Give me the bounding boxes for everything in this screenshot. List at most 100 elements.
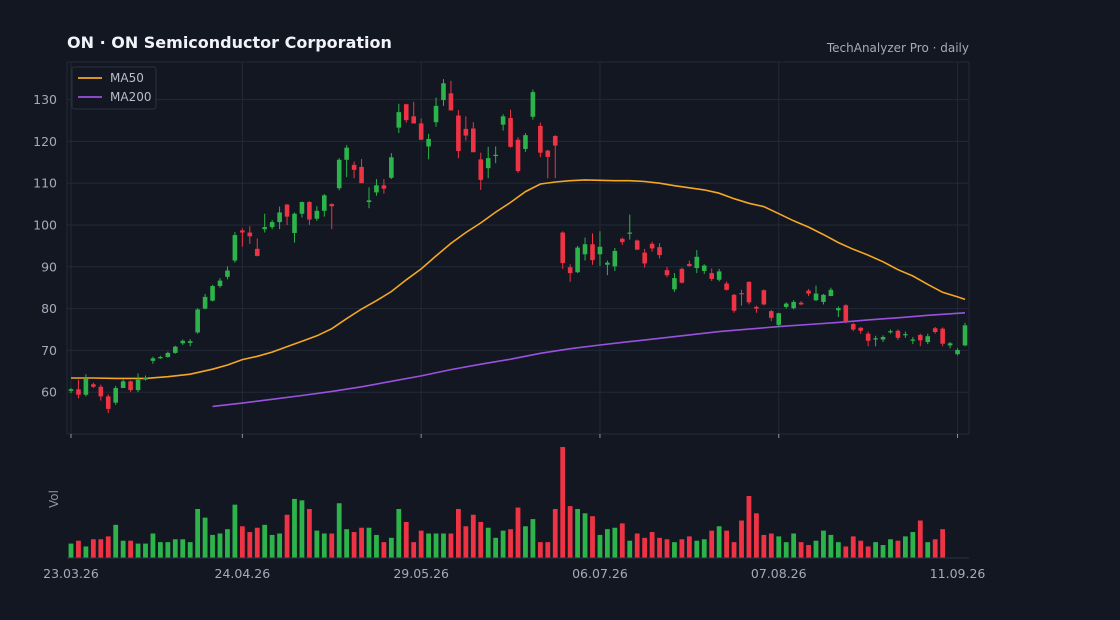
volume-bar [850, 536, 856, 558]
volume-bar [366, 527, 372, 558]
volume-bar [545, 542, 551, 558]
volume-bar [888, 539, 893, 558]
candle-body [955, 349, 960, 355]
candle [523, 133, 528, 152]
candle-body [485, 158, 491, 169]
candle-body [754, 306, 759, 309]
candle-body [575, 247, 580, 273]
candle-body [657, 247, 662, 256]
candle-body [642, 252, 647, 264]
volume-bar [761, 534, 767, 558]
candle [649, 241, 655, 252]
candle-body [783, 303, 789, 307]
candle [836, 306, 841, 317]
candle [418, 118, 424, 140]
candle [329, 203, 335, 230]
volume-bar [165, 542, 171, 558]
candle-body [508, 118, 513, 147]
candle-body [590, 244, 595, 261]
volume-bar [210, 534, 215, 558]
candle [262, 213, 267, 233]
candle [850, 322, 856, 332]
candle-body [716, 271, 722, 280]
volume-bar [143, 543, 148, 558]
candle [813, 285, 819, 302]
candle-body [888, 331, 893, 333]
candle [746, 281, 752, 305]
candle-body [858, 327, 863, 331]
candle [567, 264, 573, 282]
candle [485, 146, 491, 179]
candle [448, 80, 454, 111]
candle-body [701, 265, 707, 271]
volume-bar [806, 545, 811, 558]
candle-body [247, 232, 253, 237]
candle [620, 237, 625, 246]
candle-body [627, 232, 633, 234]
candle [307, 201, 312, 226]
candle [322, 194, 327, 217]
candle [195, 308, 200, 334]
volume-axis-label: Vol [47, 490, 61, 508]
volume-bar [530, 519, 536, 558]
candle [806, 288, 811, 297]
volume-bar [567, 506, 573, 558]
candle [709, 268, 714, 282]
volume-bar [828, 534, 834, 558]
candle-body [292, 213, 297, 233]
candle [411, 101, 416, 124]
volume-bar [68, 543, 74, 558]
candle [173, 345, 178, 354]
candle [843, 304, 849, 324]
candle [254, 238, 260, 257]
candle [530, 89, 536, 120]
x-tick-label: 07.08.26 [751, 566, 807, 581]
candle-body [798, 302, 804, 305]
candle-body [903, 334, 908, 336]
candle-body [821, 294, 826, 302]
volume-bar [500, 530, 506, 558]
candle [158, 355, 163, 359]
candle [925, 333, 931, 345]
candle [798, 301, 804, 306]
volume-bar [835, 542, 841, 558]
candle-body [679, 268, 685, 283]
candle [940, 327, 945, 347]
volume-bar [917, 520, 923, 558]
volume-bar [940, 529, 946, 558]
candlesticks [68, 79, 968, 414]
candle-body [359, 166, 364, 184]
volume-bar [269, 534, 275, 558]
volume-bar [433, 533, 439, 558]
y-tick-label: 130 [33, 92, 57, 107]
candle-body [918, 334, 923, 341]
candle-body [873, 338, 878, 340]
candle [366, 187, 372, 209]
candle [552, 135, 558, 179]
candle [180, 339, 186, 345]
candle-body [374, 185, 379, 193]
candle-body [225, 270, 230, 277]
candle [277, 206, 282, 230]
volume-bar [605, 529, 610, 558]
candle [754, 305, 759, 313]
volume-bar [292, 498, 297, 558]
candle [605, 260, 610, 276]
volume-bar [359, 527, 364, 558]
candle-body [836, 308, 841, 311]
candle-body [850, 324, 856, 330]
volume-bar [724, 530, 729, 558]
volume-bar [254, 527, 260, 558]
candle [888, 329, 893, 334]
candle [426, 133, 431, 160]
candle-body [269, 222, 275, 228]
moving-averages [71, 179, 966, 408]
volume-bar [858, 540, 864, 558]
candle [903, 331, 908, 338]
volume-bar [791, 533, 797, 558]
candle-body [463, 128, 469, 136]
candle-body [567, 267, 573, 274]
volume-bar [262, 524, 268, 558]
y-tick-label: 60 [41, 385, 57, 400]
